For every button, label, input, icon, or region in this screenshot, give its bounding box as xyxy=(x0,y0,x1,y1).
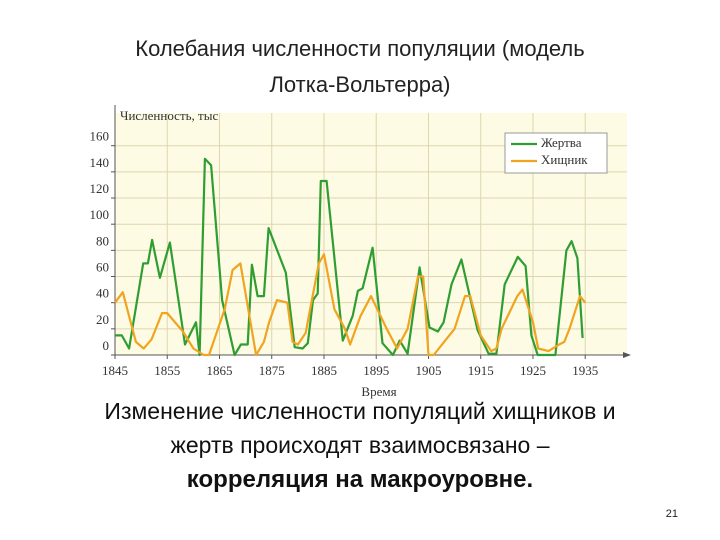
x-tick-label: 1885 xyxy=(311,363,337,378)
x-tick-label: 1875 xyxy=(259,363,285,378)
y-tick-label: 140 xyxy=(90,155,110,170)
slide-text: Изменение численности популяций хищников… xyxy=(104,398,616,424)
x-tick-label: 1915 xyxy=(468,363,494,378)
x-tick-label: 1925 xyxy=(520,363,546,378)
y-axis-label: Численность, тыс xyxy=(120,108,218,123)
x-tick-label: 1895 xyxy=(363,363,389,378)
series-line xyxy=(114,253,587,357)
legend-box xyxy=(504,132,608,174)
y-tick-label: 80 xyxy=(96,233,109,248)
x-tick-label: 1935 xyxy=(572,363,598,378)
y-tick-label: 120 xyxy=(90,181,110,196)
slide-text: жертв происходят взаимосвязано – xyxy=(170,432,550,458)
y-tick-label: 0 xyxy=(103,338,110,353)
y-tick-label: 160 xyxy=(90,129,110,144)
slide-text: корреляция на макроуровне. xyxy=(186,466,534,493)
slide-title: Колебания численности популяции (модель xyxy=(135,36,585,61)
x-tick-label: 1865 xyxy=(206,363,232,378)
x-axis-arrow xyxy=(623,352,631,358)
y-tick-label: 60 xyxy=(96,259,109,274)
page-number: 21 xyxy=(665,508,678,520)
series-line xyxy=(115,157,584,357)
x-axis-label: Время xyxy=(361,384,396,399)
chart: 0 20 40 60 80 100 120 140 160 1845 1855 1865 1875 188… xyxy=(90,105,631,399)
y-tick-label: 40 xyxy=(96,286,109,301)
y-tick-label: 20 xyxy=(96,312,109,327)
x-tick-label: 1905 xyxy=(415,363,441,378)
x-tick-label: 1855 xyxy=(154,363,180,378)
legend-label: Хищник xyxy=(541,152,588,167)
x-tick-label: 1845 xyxy=(102,363,128,378)
slide-title: Лотка-Вольтерра) xyxy=(269,72,451,97)
y-tick-label: 100 xyxy=(90,207,110,222)
legend-label: Жертва xyxy=(541,135,582,150)
